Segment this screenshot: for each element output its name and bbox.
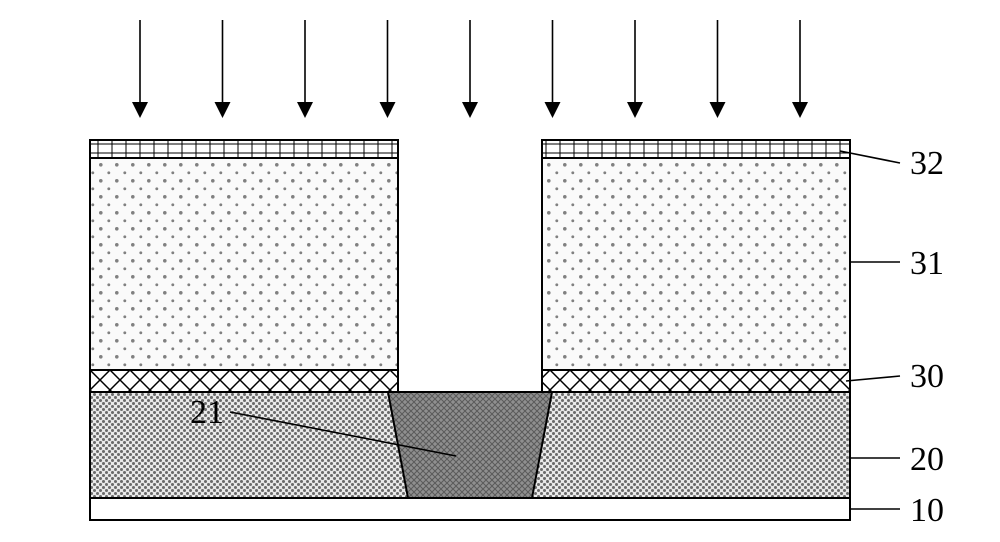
label-31: 31 (910, 245, 944, 282)
layer-31-left (90, 158, 398, 370)
feature-21 (388, 392, 552, 498)
label-32: 32 (910, 145, 944, 182)
diagram-container: 32 31 30 21 20 10 (0, 0, 1000, 542)
label-21: 21 (190, 394, 224, 431)
layer-30-left (90, 370, 398, 392)
layer-32-left (90, 140, 398, 158)
label-20: 20 (910, 441, 944, 478)
label-30: 30 (910, 358, 944, 395)
layer-stack-diagram: 32 31 30 21 20 10 (0, 0, 1000, 542)
layer-32-right (542, 140, 850, 158)
layer-31-right (542, 158, 850, 370)
label-10: 10 (910, 492, 944, 529)
layer-10 (90, 498, 850, 520)
layer-30-right (542, 370, 850, 392)
